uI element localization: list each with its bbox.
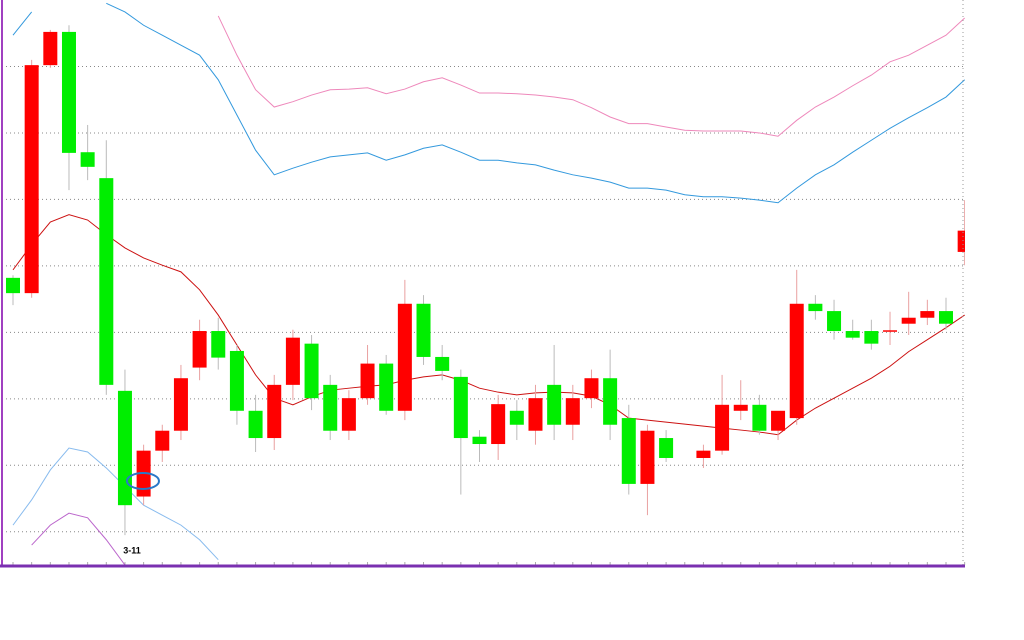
- candle-body: [6, 277, 20, 294]
- candle-body: [845, 331, 860, 338]
- candle-body: [752, 404, 767, 431]
- candle-body: [80, 152, 95, 167]
- candle-body: [603, 378, 618, 425]
- candle-body: [229, 350, 244, 411]
- candle-body: [528, 398, 543, 431]
- candle-body: [453, 376, 468, 439]
- x-tick-label: 3-11: [123, 545, 141, 555]
- candle-body: [61, 31, 76, 153]
- candle-body: [733, 404, 748, 411]
- indicator-line: [12, 447, 219, 561]
- candle-body: [509, 410, 524, 425]
- candle-body: [808, 303, 823, 312]
- candle-body: [864, 331, 879, 344]
- candle-body: [341, 398, 356, 431]
- candle-body: [715, 404, 730, 451]
- candle-body: [416, 303, 431, 357]
- candle-body: [547, 384, 562, 425]
- candle-body: [323, 384, 338, 431]
- candle-body: [957, 230, 965, 252]
- candle-body: [789, 303, 804, 419]
- candle-body: [435, 356, 450, 371]
- x-labels: 3-11: [123, 545, 141, 555]
- candle-body: [24, 65, 39, 294]
- candle-body: [901, 317, 916, 324]
- candle-body: [771, 410, 786, 431]
- candle-body: [565, 398, 580, 425]
- candle-body: [99, 178, 114, 385]
- candles: [6, 25, 965, 536]
- candle-body: [192, 331, 207, 368]
- candle-body: [248, 410, 263, 439]
- candle-body: [584, 378, 599, 399]
- candle-body: [267, 384, 282, 439]
- candle-body: [360, 363, 375, 399]
- candle-body: [827, 311, 842, 332]
- candle-body: [285, 337, 300, 385]
- indicator-line: [12, 214, 965, 436]
- grid: [2, 65, 966, 565]
- candle-body: [939, 311, 953, 324]
- candle-body: [621, 418, 636, 484]
- indicator-line: [31, 512, 126, 565]
- indicator-line: [217, 15, 965, 137]
- indicator-lines: [12, 2, 965, 565]
- candle-body: [659, 438, 674, 458]
- candle-body: [640, 430, 655, 484]
- candle-body: [379, 363, 394, 411]
- candle-body: [920, 311, 935, 318]
- candle-body: [397, 303, 412, 411]
- highlight-ellipse: [126, 472, 160, 490]
- candle-body: [883, 330, 898, 332]
- candle-body: [43, 31, 58, 66]
- indicator-line: [12, 2, 965, 204]
- candle-body: [696, 450, 711, 458]
- candle-body: [491, 404, 506, 445]
- candle-body: [211, 331, 226, 358]
- candle-body: [173, 378, 188, 431]
- candle-body: [304, 343, 319, 399]
- candle-body: [117, 390, 132, 506]
- candle-body: [472, 436, 487, 445]
- candle-body: [155, 430, 170, 451]
